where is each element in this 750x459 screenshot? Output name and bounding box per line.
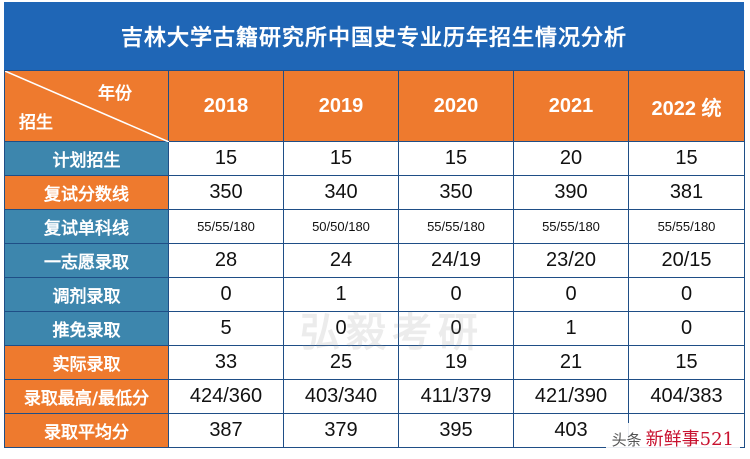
year-2021: 2021 [513, 70, 629, 142]
table-cell: 404/383 [628, 379, 745, 414]
row-label: 一志愿录取 [4, 243, 169, 278]
table-cell: 20/15 [628, 243, 745, 278]
table-cell: 395 [398, 413, 514, 448]
table-row: 复试分数线 350 340 350 390 381 [4, 175, 745, 210]
row-label: 复试单科线 [4, 209, 169, 244]
table-cell: 5 [168, 311, 284, 346]
source-badge: 头条 新鲜事521 [605, 423, 740, 453]
table-row: 计划招生 15 15 15 20 15 [4, 141, 745, 176]
row-label: 推免录取 [4, 311, 169, 346]
table-row: 调剂录取 0 1 0 0 0 [4, 277, 745, 312]
table-cell: 15 [628, 141, 745, 176]
table-cell: 19 [398, 345, 514, 380]
row-label: 调剂录取 [4, 277, 169, 312]
table-row: 实际录取 33 25 19 21 15 [4, 345, 745, 380]
table-row: 推免录取 5 0 0 1 0 [4, 311, 745, 346]
table-cell: 25 [283, 345, 399, 380]
table-cell: 28 [168, 243, 284, 278]
table-row: 录取最高/最低分 424/360 403/340 411/379 421/390 404/… [4, 379, 745, 414]
table-cell: 387 [168, 413, 284, 448]
table-cell: 403/340 [283, 379, 399, 414]
table-cell: 33 [168, 345, 284, 380]
table-cell: 424/360 [168, 379, 284, 414]
row-label: 复试分数线 [4, 175, 169, 210]
table-title: 吉林大学古籍研究所中国史专业历年招生情况分析 [4, 2, 744, 70]
table-cell: 0 [398, 277, 514, 312]
table-cell: 55/55/180 [398, 209, 514, 244]
table-cell: 411/379 [398, 379, 514, 414]
admission-table: 年份 招生 2018 2019 2020 2021 2022 统 计划招生 15 1… [4, 70, 745, 448]
table-cell: 15 [283, 141, 399, 176]
row-label: 录取平均分 [4, 413, 169, 448]
table-cell: 379 [283, 413, 399, 448]
row-label: 实际录取 [4, 345, 169, 380]
table-cell: 0 [628, 311, 745, 346]
table-cell: 15 [398, 141, 514, 176]
table-cell: 1 [283, 277, 399, 312]
year-2022: 2022 统 [628, 70, 745, 142]
source-label: 头条 [611, 431, 642, 449]
table-cell: 55/55/180 [168, 209, 284, 244]
corner-cell: 年份 招生 [4, 70, 169, 142]
table-cell: 24 [283, 243, 399, 278]
table-row: 一志愿录取 28 24 24/19 23/20 20/15 [4, 243, 745, 278]
table-cell: 21 [513, 345, 629, 380]
table-cell: 0 [628, 277, 745, 312]
admission-table-frame: 吉林大学古籍研究所中国史专业历年招生情况分析 年份 招生 2018 2019 2… [4, 2, 745, 457]
table-cell: 0 [398, 311, 514, 346]
table-cell: 350 [398, 175, 514, 210]
table-cell: 381 [628, 175, 745, 210]
table-cell: 421/390 [513, 379, 629, 414]
table-cell: 15 [628, 345, 745, 380]
table-cell: 1 [513, 311, 629, 346]
header-row: 年份 招生 2018 2019 2020 2021 2022 统 [4, 70, 745, 142]
table-cell: 55/55/180 [513, 209, 629, 244]
row-label: 计划招生 [4, 141, 169, 176]
table-cell: 0 [168, 277, 284, 312]
table-cell: 340 [283, 175, 399, 210]
table-cell: 0 [283, 311, 399, 346]
year-2020: 2020 [398, 70, 514, 142]
year-2018: 2018 [168, 70, 284, 142]
row-label: 录取最高/最低分 [4, 379, 169, 414]
table-cell: 50/50/180 [283, 209, 399, 244]
year-header-label: 年份 [98, 84, 132, 103]
table-cell: 350 [168, 175, 284, 210]
diagonal-line [5, 71, 169, 142]
table-cell: 0 [513, 277, 629, 312]
table-cell: 15 [168, 141, 284, 176]
table-cell: 55/55/180 [628, 209, 745, 244]
table-cell: 390 [513, 175, 629, 210]
table-cell: 23/20 [513, 243, 629, 278]
badge-text: 新鲜事521 [645, 429, 734, 450]
year-2019: 2019 [283, 70, 399, 142]
table-cell: 24/19 [398, 243, 514, 278]
table-row: 复试单科线 55/55/180 50/50/180 55/55/180 55/55/18… [4, 209, 745, 244]
admission-header-label: 招生 [19, 113, 53, 132]
table-cell: 20 [513, 141, 629, 176]
